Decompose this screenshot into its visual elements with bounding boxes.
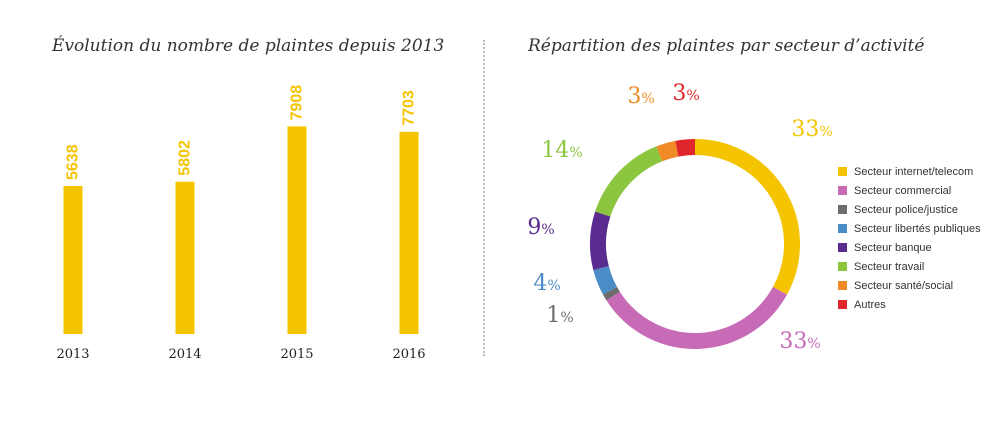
donut-pct-label-autres: 3% xyxy=(672,81,699,106)
x-tick-label-2013: 2013 xyxy=(56,347,89,362)
x-tick-label-2014: 2014 xyxy=(168,347,201,362)
legend-item-secteur-commercial: Secteur commercial xyxy=(838,181,981,200)
pct-sign: % xyxy=(547,278,560,294)
donut-slice-secteur-sant-social xyxy=(656,140,679,162)
legend-swatch xyxy=(838,262,847,271)
x-tick-label-2016: 2016 xyxy=(392,347,425,362)
pct-sign: % xyxy=(807,336,820,352)
pct-sign: % xyxy=(686,88,699,104)
legend-label: Secteur police/justice xyxy=(854,203,958,216)
pct-number: 3 xyxy=(627,84,641,109)
donut-slice-secteur-commercial xyxy=(606,286,788,349)
pct-number: 1 xyxy=(546,303,560,328)
donut-slice-secteur-police-justice xyxy=(602,286,620,301)
legend-label: Secteur santé/social xyxy=(854,279,954,292)
legend-label: Secteur internet/telecom xyxy=(854,165,974,178)
legend-swatch xyxy=(838,186,847,195)
donut-pct-label-secteur-commercial: 33% xyxy=(779,329,820,354)
legend-label: Autres xyxy=(854,298,886,311)
donut-slice-secteur-internet-telecom xyxy=(694,139,800,295)
bar-2016 xyxy=(399,131,419,334)
pct-number: 9 xyxy=(527,215,541,240)
donut-legend: Secteur internet/telecom Secteur commerci… xyxy=(838,162,981,314)
legend-label: Secteur travail xyxy=(854,260,925,273)
legend-swatch xyxy=(838,281,847,290)
legend-label: Secteur banque xyxy=(854,241,932,254)
legend-item-secteur-banque: Secteur banque xyxy=(838,238,981,257)
pct-number: 33 xyxy=(791,117,819,142)
pct-number: 4 xyxy=(533,271,547,296)
bar-value-label-2015: 7908 xyxy=(289,85,306,121)
donut-slice-secteur-travail xyxy=(595,146,663,217)
legend-swatch xyxy=(838,243,847,252)
x-tick-label-2015: 2015 xyxy=(280,347,313,362)
bar-2015 xyxy=(287,126,307,334)
bar-2014 xyxy=(175,181,195,334)
donut-pct-label-secteur-banque: 9% xyxy=(527,215,554,240)
bar-chart-title: Évolution du nombre de plaintes depuis 2… xyxy=(52,36,445,56)
pct-sign: % xyxy=(541,222,554,238)
bar-value-label-2016: 7703 xyxy=(401,90,418,126)
chart-divider xyxy=(483,40,485,356)
legend-item-secteur-sant-social: Secteur santé/social xyxy=(838,276,981,295)
donut-pct-label-secteur-libert-s-publiques: 4% xyxy=(533,271,560,296)
donut-pct-label-secteur-police-justice: 1% xyxy=(546,303,573,328)
donut-pct-label-secteur-travail: 14% xyxy=(541,138,582,163)
pct-sign: % xyxy=(560,310,573,326)
donut-pct-label-secteur-internet-telecom: 33% xyxy=(791,117,832,142)
donut-slice-secteur-banque xyxy=(590,211,611,271)
legend-item-secteur-libert-s-publiques: Secteur libertés publiques xyxy=(838,219,981,238)
pct-sign: % xyxy=(819,124,832,140)
pct-number: 33 xyxy=(779,329,807,354)
bar-value-label-2014: 5802 xyxy=(177,140,194,176)
legend-swatch xyxy=(838,224,847,233)
legend-item-secteur-travail: Secteur travail xyxy=(838,257,981,276)
donut-slice-autres xyxy=(675,139,696,157)
pct-sign: % xyxy=(569,145,582,161)
legend-swatch xyxy=(838,205,847,214)
legend-item-secteur-police-justice: Secteur police/justice xyxy=(838,200,981,219)
legend-label: Secteur libertés publiques xyxy=(854,222,981,235)
donut-slice-secteur-libert-s-publiques xyxy=(593,265,618,295)
legend-item-secteur-internet-telecom: Secteur internet/telecom xyxy=(838,162,981,181)
legend-swatch xyxy=(838,167,847,176)
legend-label: Secteur commercial xyxy=(854,184,952,197)
donut-pct-label-secteur-sant-social: 3% xyxy=(627,84,654,109)
pct-sign: % xyxy=(641,91,654,107)
pct-number: 3 xyxy=(672,81,686,106)
bar-2013 xyxy=(63,186,83,334)
bar-value-label-2013: 5638 xyxy=(65,144,82,180)
pct-number: 14 xyxy=(541,138,569,163)
legend-item-autres: Autres xyxy=(838,295,981,314)
donut-chart-title: Répartition des plaintes par secteur d’a… xyxy=(528,36,925,56)
legend-swatch xyxy=(838,300,847,309)
